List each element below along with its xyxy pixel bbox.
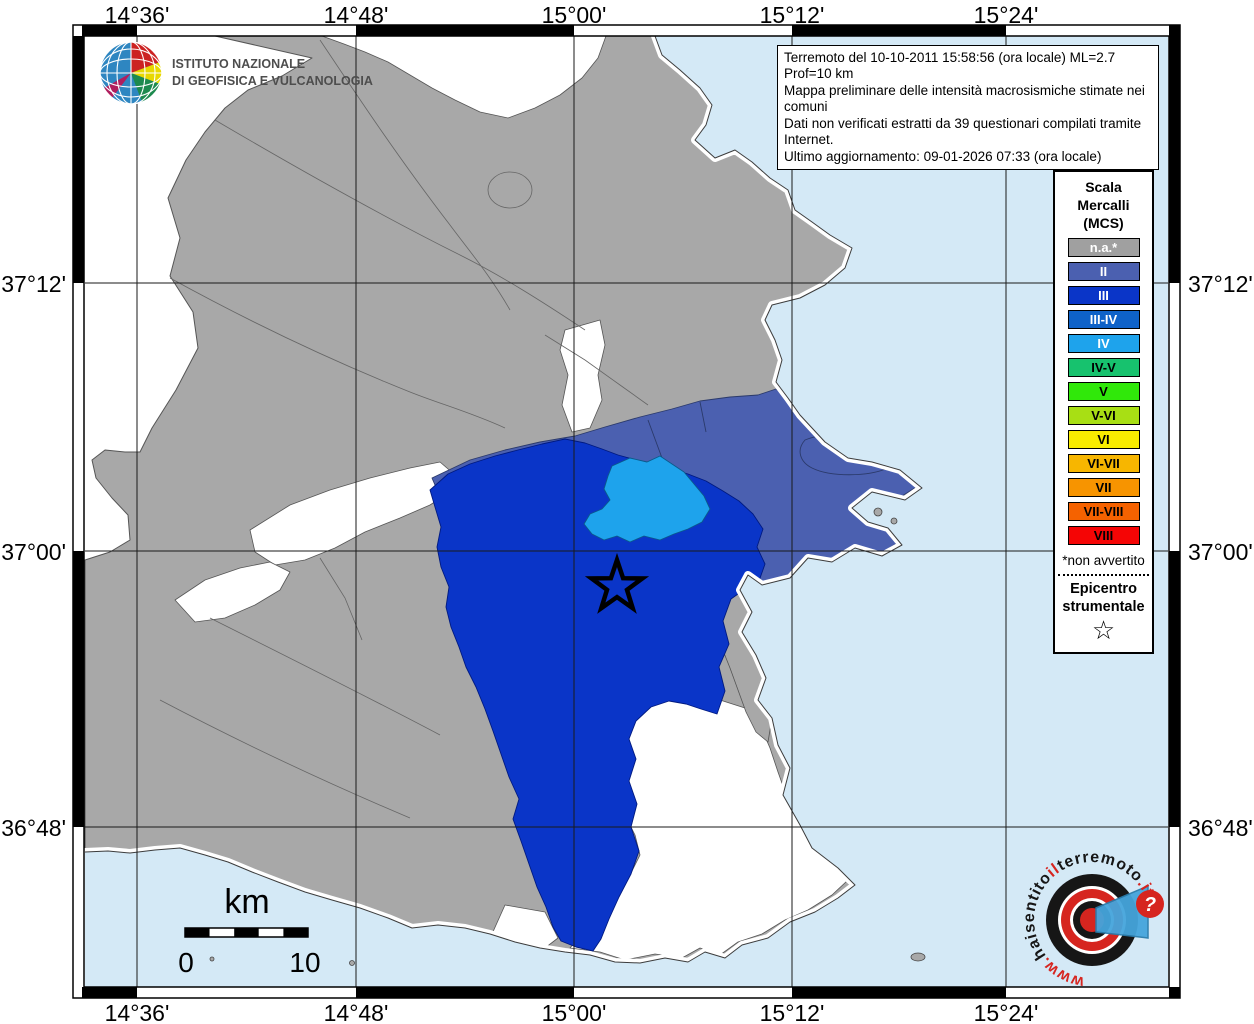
scale-bar-unit: km xyxy=(224,883,269,921)
legend-item-III-IV: III-IV xyxy=(1067,309,1140,329)
lat-label-right-2: 37°00' xyxy=(1188,539,1253,565)
info-line-data-source: Dati non verificati estratti da 39 quest… xyxy=(784,115,1142,148)
megaphone-icon xyxy=(1095,884,1149,939)
question-badge xyxy=(1136,890,1164,918)
legend-item-VII-VIII: VII-VIII xyxy=(1067,501,1140,521)
lat-label-left-1: 37°12' xyxy=(1,271,66,297)
ingv-name-line1: ISTITUTO NAZIONALE xyxy=(172,57,306,72)
scale-bar: km 0 10 xyxy=(178,883,320,978)
lon-label-bottom-4: 15°12' xyxy=(759,1000,825,1024)
legend-item-IV-V: IV-V xyxy=(1067,357,1140,377)
legend-item-VIII: VIII xyxy=(1067,525,1140,545)
municipality-boundary-loop xyxy=(487,171,533,209)
legend-item-II: II xyxy=(1067,261,1140,281)
lon-label-bottom-3: 15°00' xyxy=(541,1000,607,1024)
info-line-map-type: Mappa preliminare delle intensità macros… xyxy=(784,82,1145,115)
legend-footnote: *non avvertito xyxy=(1062,552,1145,568)
lat-label-left-2: 37°00' xyxy=(1,539,66,565)
legend-item-VI-VII: VI-VII xyxy=(1067,453,1140,473)
legend-box: Scala Mercalli (MCS) n.a.* II III III-IV… xyxy=(1053,170,1154,655)
lat-label-right-3: 36°48' xyxy=(1188,815,1253,841)
lon-label-bottom-2: 14°48' xyxy=(323,1000,389,1024)
legend-title-line2: Mercalli xyxy=(1077,197,1130,214)
legend-item-V: V xyxy=(1067,381,1140,401)
scale-bar-end: 10 xyxy=(289,947,320,978)
epicenter-label-line2: strumentale xyxy=(1062,598,1145,615)
legend-divider xyxy=(1058,573,1149,576)
lon-label-top-5: 15°24' xyxy=(973,2,1039,28)
legend-item-na: n.a.* xyxy=(1067,237,1140,257)
info-line-updated: Ultimo aggiornamento: 09-01-2026 07:33 (… xyxy=(784,148,1102,164)
lat-label-right-1: 37°12' xyxy=(1188,271,1253,297)
legend-title-line1: Scala xyxy=(1085,179,1122,195)
municipality-boundaries xyxy=(159,39,649,819)
lon-label-bottom-5: 15°24' xyxy=(973,1000,1039,1024)
watermark-it: .it xyxy=(1134,875,1158,899)
legend-item-III: III xyxy=(1067,285,1140,305)
epicenter-star-marker xyxy=(584,552,650,614)
legend-item-VII: VII xyxy=(1067,477,1140,497)
earthquake-info-box: Terremoto del 10-10-2011 15:58:56 (ora l… xyxy=(777,45,1159,171)
map-frame xyxy=(72,24,1181,999)
sea xyxy=(81,32,1172,991)
epicenter-label-line1: Epicentro xyxy=(1070,580,1137,597)
lon-label-top-1: 14°36' xyxy=(104,2,170,28)
legend-item-VI: VI xyxy=(1067,429,1140,449)
ingv-globe-icon xyxy=(99,41,163,105)
lon-label-top-2: 14°48' xyxy=(323,2,389,28)
intensity-IV-region xyxy=(583,455,711,543)
graticule xyxy=(85,36,1168,987)
legend-item-IV: IV xyxy=(1067,333,1140,353)
question-mark: ? xyxy=(1144,894,1156,916)
lon-label-bottom-1: 14°36' xyxy=(104,1000,170,1024)
lon-label-top-4: 15°12' xyxy=(759,2,825,28)
info-line-event: Terremoto del 10-10-2011 15:58:56 (ora l… xyxy=(784,50,1116,82)
legend-item-V-VI: V-VI xyxy=(1067,405,1140,425)
scale-bar-start: 0 xyxy=(178,947,194,978)
ingv-logo: ISTITUTO NAZIONALE DI GEOFISICA E VULCAN… xyxy=(98,40,373,106)
lat-label-left-3: 36°48' xyxy=(1,815,66,841)
white-region-west xyxy=(174,561,291,623)
lon-label-top-3: 15°00' xyxy=(541,2,607,28)
white-region-northwest xyxy=(321,35,607,119)
epicenter-star-icon: ☆ xyxy=(1091,614,1116,645)
legend-title-line3: (MCS) xyxy=(1083,215,1124,232)
white-region-sliver xyxy=(559,319,606,433)
ingv-name-line2: DI GEOFISICA E VULCANOLOGIA xyxy=(172,74,373,88)
